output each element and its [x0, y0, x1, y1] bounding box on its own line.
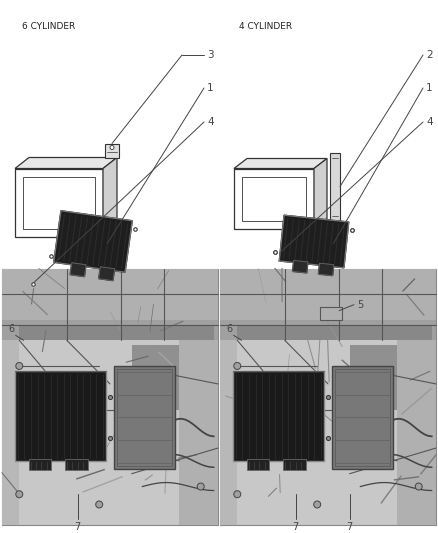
Polygon shape — [314, 158, 327, 229]
Text: 7: 7 — [293, 522, 299, 532]
Text: 2: 2 — [426, 50, 433, 60]
Polygon shape — [54, 211, 132, 272]
Bar — [336, 369, 390, 465]
Text: 5: 5 — [357, 300, 363, 310]
Polygon shape — [15, 157, 117, 168]
Circle shape — [197, 483, 204, 490]
Bar — [23, 176, 95, 229]
Text: 6: 6 — [226, 324, 233, 334]
Bar — [2, 340, 19, 525]
Bar — [330, 152, 340, 221]
Text: 1: 1 — [426, 83, 433, 93]
Circle shape — [16, 362, 23, 369]
Bar — [242, 176, 306, 221]
Polygon shape — [279, 215, 349, 268]
Bar — [2, 269, 218, 525]
Polygon shape — [318, 263, 334, 276]
Bar — [19, 325, 214, 340]
Bar — [247, 459, 269, 470]
Bar — [220, 269, 436, 320]
Polygon shape — [293, 261, 308, 273]
Text: 4: 4 — [207, 117, 214, 127]
Bar — [15, 371, 106, 461]
Bar — [15, 168, 103, 237]
Circle shape — [16, 491, 23, 498]
Circle shape — [415, 483, 422, 490]
Circle shape — [234, 491, 241, 498]
Bar — [28, 459, 51, 470]
Bar — [220, 269, 436, 525]
Bar — [332, 366, 393, 469]
Circle shape — [234, 414, 241, 421]
Bar — [233, 371, 324, 461]
Circle shape — [16, 414, 23, 421]
Bar — [283, 459, 306, 470]
Polygon shape — [70, 263, 86, 277]
Polygon shape — [99, 267, 115, 281]
Bar — [105, 143, 119, 157]
Bar — [350, 345, 397, 409]
Bar — [117, 369, 172, 465]
Bar — [65, 459, 88, 470]
Text: 4: 4 — [426, 117, 433, 127]
Bar — [114, 366, 175, 469]
Bar — [2, 269, 218, 320]
Bar — [234, 168, 314, 229]
Polygon shape — [103, 157, 117, 237]
Bar — [237, 325, 432, 340]
Text: 6: 6 — [8, 324, 14, 334]
Bar — [179, 340, 218, 525]
Bar — [220, 320, 436, 340]
Text: 6 CYLINDER: 6 CYLINDER — [22, 22, 75, 31]
Circle shape — [95, 501, 102, 508]
Polygon shape — [234, 158, 327, 168]
Text: 4 CYLINDER: 4 CYLINDER — [239, 22, 292, 31]
Bar — [220, 340, 237, 525]
Circle shape — [234, 362, 241, 369]
Text: 7: 7 — [74, 522, 81, 532]
Text: 7: 7 — [346, 522, 353, 532]
Bar — [2, 320, 218, 340]
Bar — [397, 340, 436, 525]
Circle shape — [110, 146, 114, 149]
Text: 1: 1 — [207, 83, 214, 93]
Bar — [131, 345, 179, 409]
Circle shape — [314, 501, 321, 508]
Text: 3: 3 — [207, 50, 214, 60]
Bar — [320, 306, 342, 320]
